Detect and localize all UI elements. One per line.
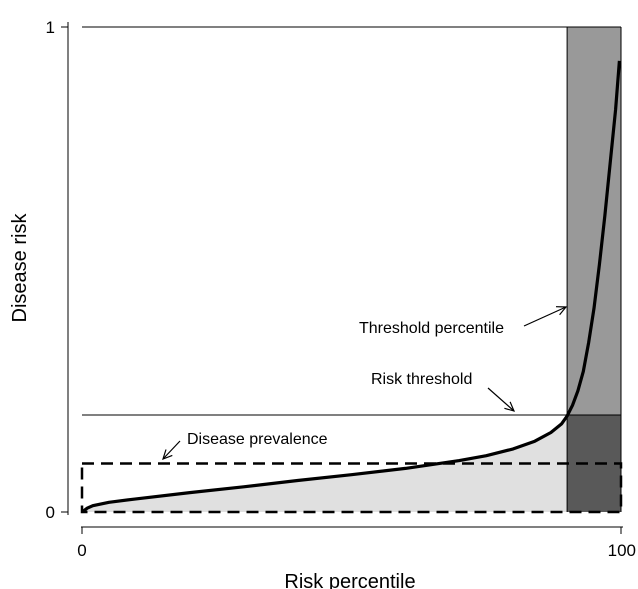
- arrow-threshold-percentile-head: [555, 306, 568, 316]
- x-tick-label: 100: [608, 541, 636, 560]
- x-axis-label: Risk percentile: [284, 571, 415, 589]
- x-tick-label: 0: [77, 541, 86, 560]
- risk-curve: [81, 60, 621, 514]
- y-tick-label: 0: [46, 503, 55, 522]
- prevalence-box: [80, 462, 623, 514]
- arrow-risk-threshold: [487, 387, 515, 412]
- line-layer: [80, 26, 623, 514]
- threshold-percentile-band: [567, 27, 621, 415]
- text-layer: Risk percentile Disease risk Threshold p…: [9, 18, 636, 589]
- threshold-percentile-band-lower: [567, 415, 621, 512]
- fill-layer: [82, 27, 621, 512]
- annotation-disease-prevalence: Disease prevalence: [187, 431, 328, 448]
- annotation-threshold-percentile: Threshold percentile: [359, 320, 504, 337]
- arrow-disease-prevalence-head: [162, 449, 173, 461]
- arrow-disease-prevalence: [162, 440, 181, 460]
- area-below-curve: [82, 415, 568, 512]
- annotation-risk-threshold: Risk threshold: [371, 371, 472, 388]
- y-tick-label: 1: [46, 18, 55, 37]
- arrow-risk-threshold-head: [504, 401, 516, 412]
- arrow-threshold-percentile: [523, 306, 567, 327]
- axes-layer: [61, 22, 623, 534]
- y-axis-label: Disease risk: [9, 213, 31, 323]
